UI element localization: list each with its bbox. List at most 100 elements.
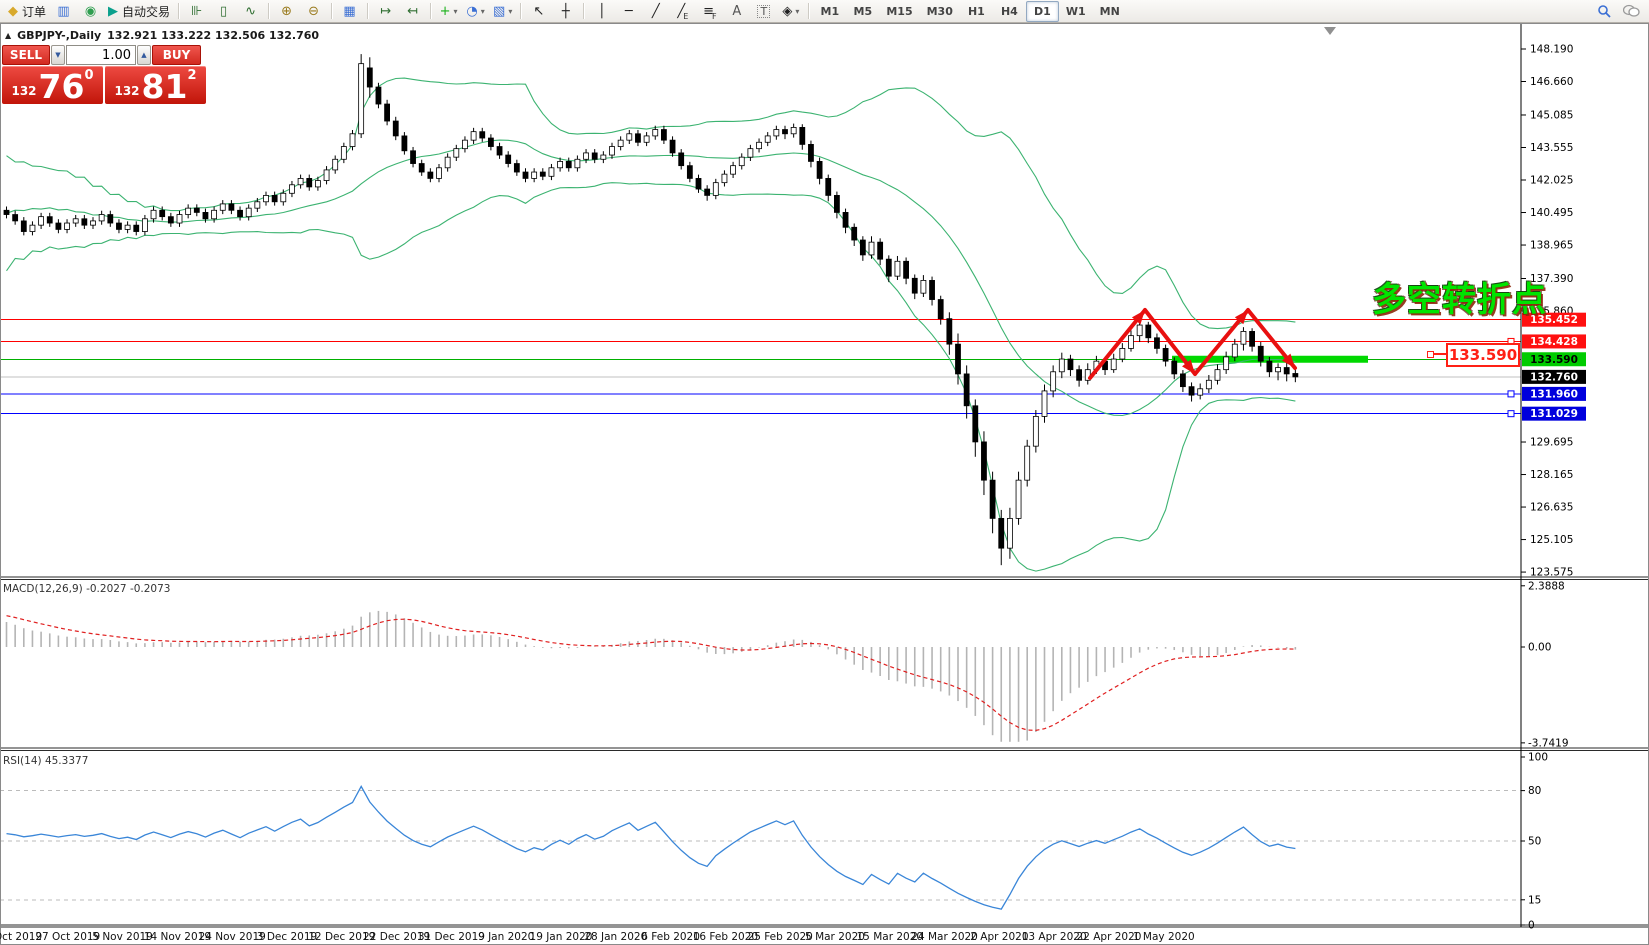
svg-text:0.00: 0.00 bbox=[1528, 642, 1551, 654]
auto-scroll-icon: ↦ bbox=[380, 3, 391, 19]
periods-icon: ◔ bbox=[466, 3, 478, 19]
sell-price-sup: 0 bbox=[84, 68, 94, 83]
rsi-axis[interactable]: 100 80 50 15 0 bbox=[1521, 752, 1548, 932]
price-badge-131.960 bbox=[1522, 386, 1586, 401]
svg-text:2.3888: 2.3888 bbox=[1528, 580, 1565, 592]
templates-icon: ▧ bbox=[493, 3, 506, 19]
line-chart-icon: ∿ bbox=[245, 3, 256, 19]
text-button[interactable]: A bbox=[723, 1, 750, 22]
autotrading-button[interactable]: ▶ 自动交易 bbox=[104, 1, 174, 22]
shapes-button[interactable]: ◈ ▾ bbox=[777, 1, 804, 22]
tf-h4-button[interactable]: H4 bbox=[1000, 4, 1018, 18]
toolbar-separator bbox=[808, 3, 810, 19]
tf-m30-button[interactable]: M30 bbox=[926, 4, 953, 18]
tf-d1-button[interactable]: D1 bbox=[1025, 0, 1059, 22]
price-badge-131.029 bbox=[1522, 406, 1586, 421]
fibonacci-button[interactable]: ≡ F bbox=[696, 1, 723, 22]
date-tick: 31 Dec 2019 bbox=[418, 931, 485, 943]
date-tick: 3 Dec 2019 bbox=[257, 931, 317, 943]
macd-signal-line bbox=[6, 615, 1296, 732]
market-watch-icon: ▥ bbox=[57, 3, 70, 19]
vertical-line-icon: │ bbox=[597, 3, 606, 19]
horizontal-level-lines[interactable] bbox=[0, 319, 1521, 415]
tf-w1-button[interactable]: W1 bbox=[1065, 4, 1086, 18]
svg-text:100: 100 bbox=[1528, 752, 1548, 764]
date-tick: 25 Feb 2020 bbox=[748, 931, 813, 943]
toolbar-separator bbox=[583, 3, 585, 19]
arrow-head-icon bbox=[1234, 310, 1248, 325]
line-chart-button[interactable]: ∿ bbox=[237, 1, 264, 22]
sell-price-prefix: 132 bbox=[11, 84, 37, 98]
navigator-button[interactable]: ◉ bbox=[77, 1, 104, 22]
new-order-icon: ◆ bbox=[8, 3, 18, 19]
tile-windows-button[interactable]: ▦ bbox=[336, 1, 363, 22]
date-tick: 19 Jan 2020 bbox=[530, 931, 593, 943]
date-tick: 5 Mar 2020 bbox=[805, 931, 865, 943]
templates-button[interactable]: ▧ ▾ bbox=[489, 1, 516, 22]
new-order-button[interactable]: ◆ 订单 bbox=[4, 1, 50, 22]
date-tick: 15 Mar 2020 bbox=[857, 931, 924, 943]
price-level-label[interactable]: 133.590 bbox=[1427, 343, 1520, 367]
sell-price-box[interactable]: 132 76 0 bbox=[2, 66, 103, 104]
price-tick: 126.635 bbox=[1530, 502, 1573, 514]
tf-m15-button[interactable]: M15 bbox=[886, 4, 913, 18]
vertical-line-button[interactable]: │ bbox=[588, 1, 615, 22]
chart-shift-icon: ↤ bbox=[407, 3, 418, 19]
label-icon: T bbox=[757, 4, 771, 18]
channel-button[interactable]: ╱ E bbox=[669, 1, 696, 22]
buy-button[interactable]: BUY bbox=[152, 45, 201, 65]
chart-shift-marker-icon[interactable] bbox=[1324, 27, 1336, 35]
arrow-head-icon bbox=[1182, 359, 1195, 374]
sell-button[interactable]: SELL bbox=[2, 45, 50, 65]
zoom-out-button[interactable]: ⊖ bbox=[300, 1, 327, 22]
date-tick: 27 Oct 2019 bbox=[35, 931, 100, 943]
zoom-in-button[interactable]: ⊕ bbox=[273, 1, 300, 22]
date-tick: 9 Jan 2020 bbox=[478, 931, 534, 943]
price-axis[interactable]: 148.190 146.660 145.085 143.555 142.025 140.4… bbox=[1507, 44, 1586, 579]
crosshair-button[interactable]: ┼ bbox=[552, 1, 579, 22]
market-watch-button[interactable]: ▥ bbox=[50, 1, 77, 22]
candles-chart-button[interactable]: ▯ bbox=[210, 1, 237, 22]
cursor-icon: ↖ bbox=[533, 3, 545, 19]
tf-mn-button[interactable]: MN bbox=[1099, 4, 1120, 18]
symbol-search-button[interactable] bbox=[1591, 1, 1618, 22]
crosshair-icon: ┼ bbox=[561, 3, 570, 19]
bars-chart-icon: ⊪ bbox=[190, 3, 203, 19]
rsi-panel: RSI(14) 45.3377 bbox=[0, 755, 1521, 910]
tf-h1-button[interactable]: H1 bbox=[967, 4, 985, 18]
toolbar-separator bbox=[367, 3, 369, 19]
auto-scroll-button[interactable]: ↦ bbox=[372, 1, 399, 22]
tf-m5-button[interactable]: M5 bbox=[853, 4, 873, 18]
price-badge-134.428 bbox=[1522, 334, 1586, 349]
toolbar-separator bbox=[430, 3, 432, 19]
autotrading-button-label: 自动交易 bbox=[122, 4, 171, 19]
rsi-line bbox=[6, 785, 1296, 910]
cursor-button[interactable]: ↖ bbox=[525, 1, 552, 22]
sub-letter: F bbox=[711, 11, 717, 21]
date-tick: 7 Oct 2019 bbox=[0, 931, 42, 943]
svg-text:-3.7419: -3.7419 bbox=[1528, 737, 1569, 749]
date-tick: 24 Mar 2020 bbox=[911, 931, 978, 943]
date-tick: 22 Apr 2020 bbox=[1077, 931, 1142, 943]
tf-m1-button[interactable]: M1 bbox=[820, 4, 840, 18]
trendline-button[interactable]: ╱ bbox=[642, 1, 669, 22]
label-button[interactable]: T bbox=[750, 1, 777, 22]
tile-windows-icon: ▦ bbox=[343, 3, 356, 19]
line-handle bbox=[1507, 390, 1515, 398]
periods-button[interactable]: ◔ ▾ bbox=[462, 1, 489, 22]
horizontal-line-button[interactable]: ─ bbox=[615, 1, 642, 22]
toolbar-separator bbox=[331, 3, 333, 19]
macd-axis[interactable]: 2.3888 0.00 -3.7419 bbox=[1521, 580, 1569, 749]
volume-up-button[interactable]: ▲ bbox=[137, 45, 151, 65]
bars-chart-button[interactable]: ⊪ bbox=[183, 1, 210, 22]
fibonacci-icon: ≡ bbox=[703, 3, 714, 19]
add-indicator-button[interactable]: + ▾ bbox=[435, 1, 462, 22]
volume-input[interactable] bbox=[66, 45, 136, 65]
chart-shift-button[interactable]: ↤ bbox=[399, 1, 426, 22]
buy-price-box[interactable]: 132 81 2 bbox=[105, 66, 206, 104]
chat-button[interactable] bbox=[1618, 1, 1645, 22]
volume-down-button[interactable]: ▼ bbox=[51, 45, 65, 65]
svg-text:80: 80 bbox=[1528, 785, 1541, 797]
